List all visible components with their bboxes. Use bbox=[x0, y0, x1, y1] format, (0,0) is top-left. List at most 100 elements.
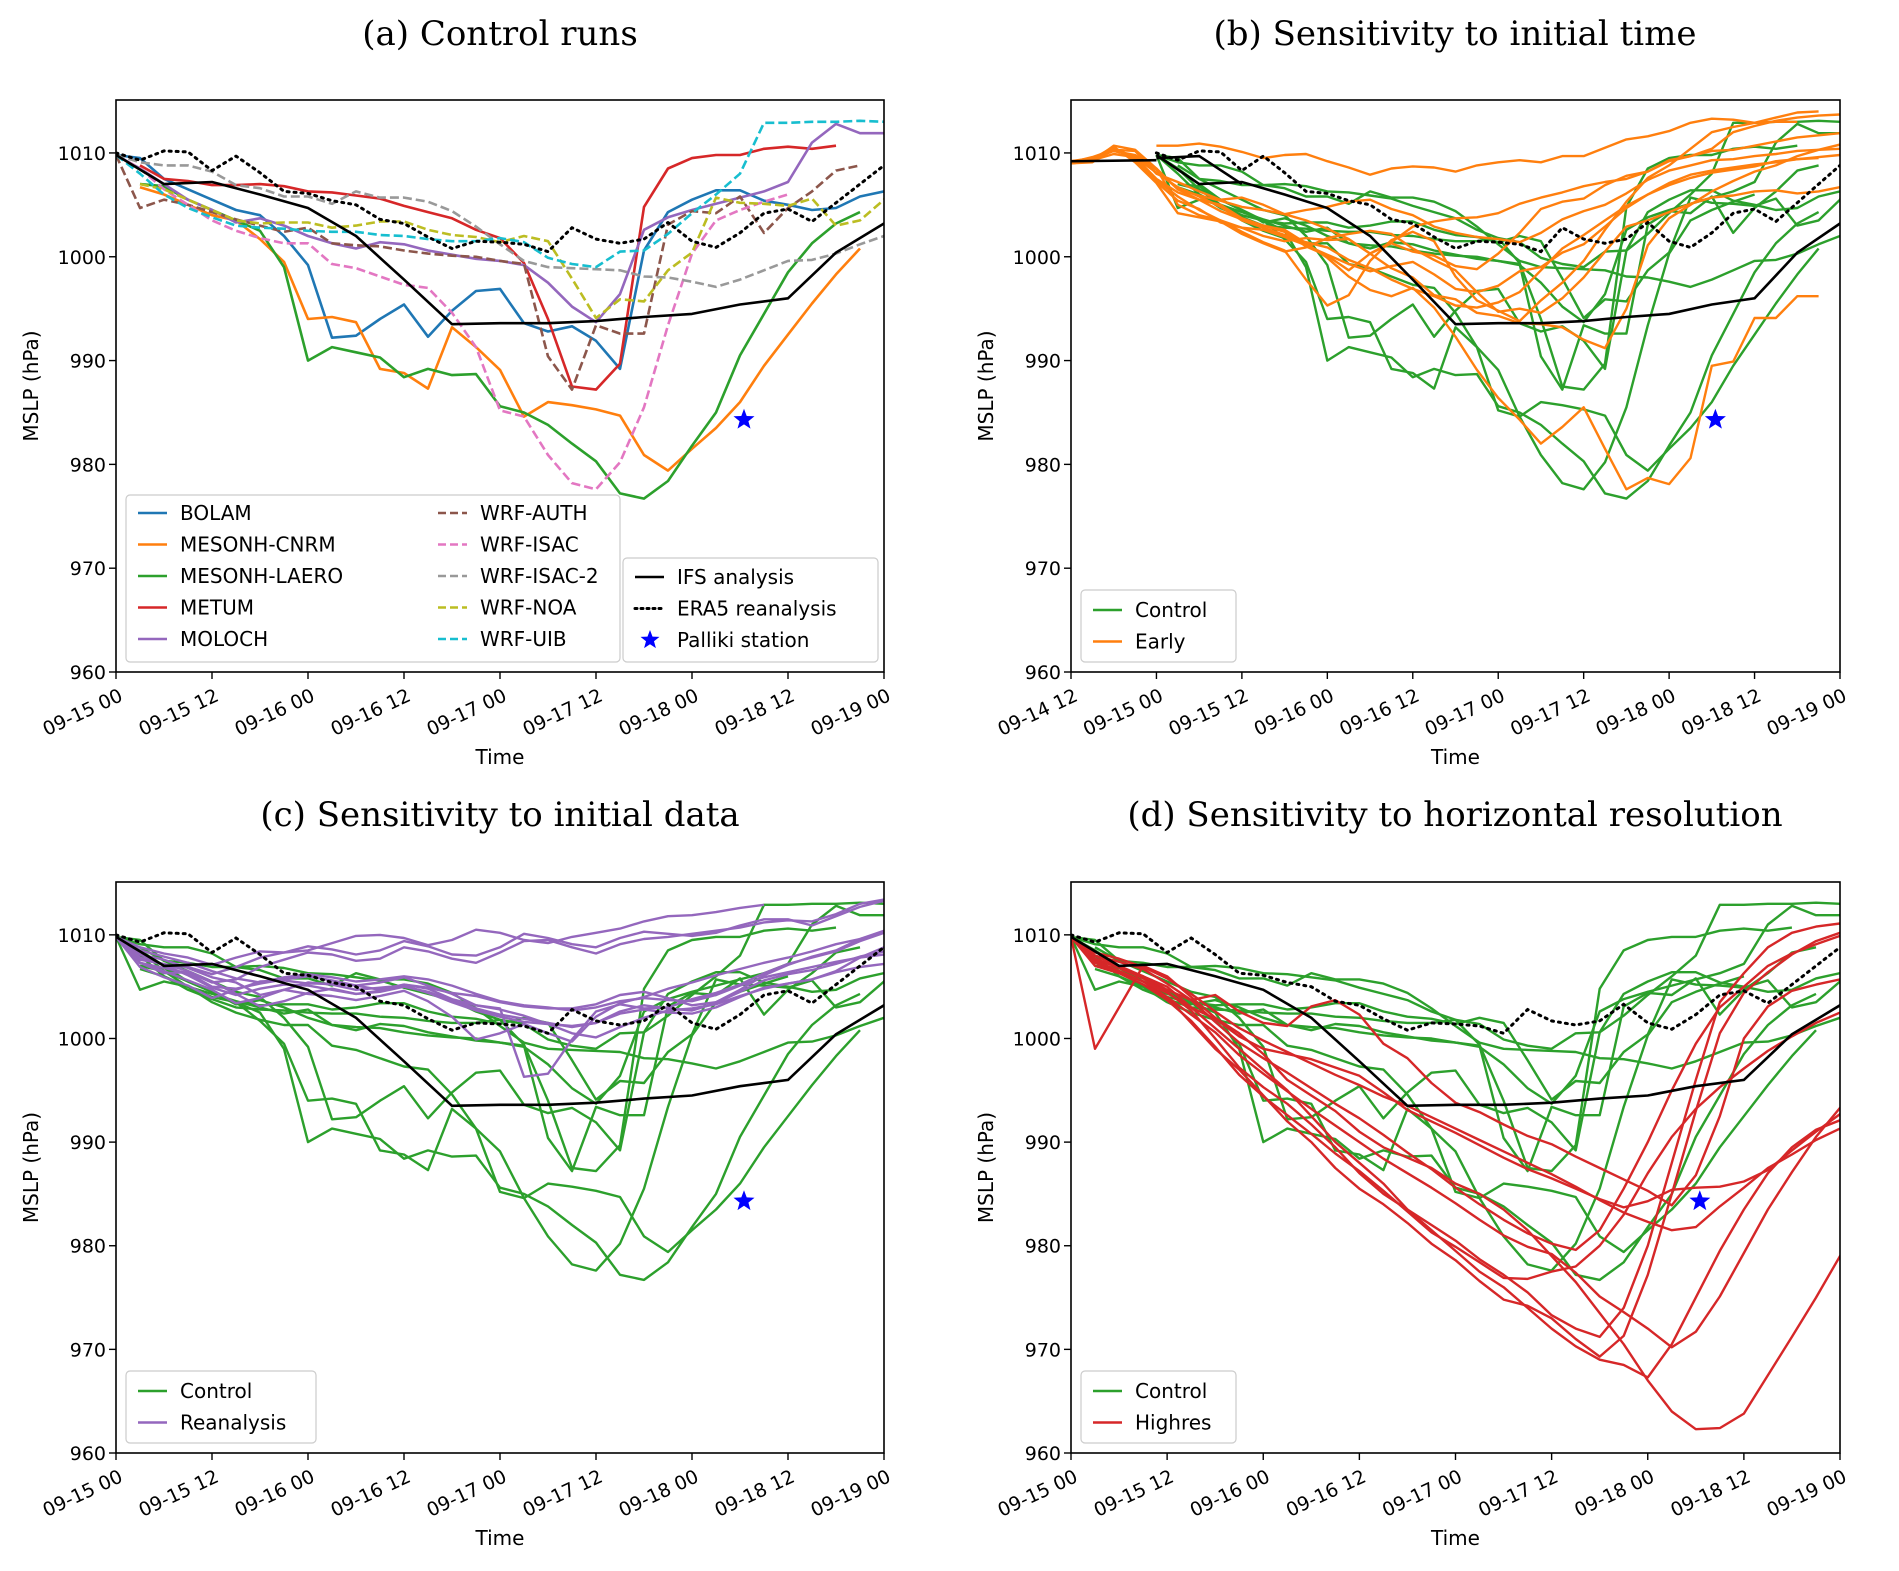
x-tick-label: 09-17 00 bbox=[423, 685, 510, 741]
y-tick-label: 1010 bbox=[58, 925, 106, 947]
legend-label: WRF-ISAC bbox=[480, 533, 579, 557]
y-tick-label: 980 bbox=[1025, 1236, 1061, 1258]
ensemble-line-reanalysis bbox=[116, 899, 884, 976]
y-tick-label: 960 bbox=[70, 662, 106, 684]
x-tick-label: 09-18 00 bbox=[1571, 1466, 1658, 1522]
legend-label: Palliki station bbox=[677, 628, 809, 652]
x-tick-label: 09-18 12 bbox=[711, 685, 798, 741]
ensemble-line-control bbox=[1094, 926, 1793, 1173]
legend-label: WRF-AUTH bbox=[480, 501, 588, 525]
ensemble-line-highres bbox=[1071, 931, 1840, 1358]
x-axis-label: Time bbox=[1430, 1526, 1480, 1550]
y-tick-label: 990 bbox=[1025, 351, 1061, 373]
ensemble-line-early bbox=[1071, 132, 1840, 255]
legend-label: Reanalysis bbox=[180, 1411, 286, 1435]
x-tick-label: 09-15 00 bbox=[39, 1466, 126, 1522]
y-tick-label: 1000 bbox=[58, 1028, 106, 1050]
station-marker-star bbox=[733, 408, 755, 429]
ensemble-line-control bbox=[116, 935, 884, 1070]
legend-label: WRF-ISAC-2 bbox=[480, 564, 599, 588]
y-tick-label: 1000 bbox=[58, 247, 106, 269]
reference-line-era5-reanalysis bbox=[1071, 931, 1840, 1035]
ensemble-line-reanalysis bbox=[116, 935, 884, 1012]
ensemble-line-highres bbox=[1071, 922, 1840, 1339]
x-tick-label: 09-17 12 bbox=[519, 685, 606, 741]
reference-line-ifs-prefix bbox=[1071, 158, 1157, 163]
x-axis-label: Time bbox=[475, 1526, 525, 1550]
x-tick-label: 09-16 00 bbox=[231, 685, 318, 741]
reference-line-ifs-analysis bbox=[116, 935, 884, 1108]
series-line-mesonh-laero bbox=[139, 182, 861, 500]
legend-frame bbox=[125, 494, 621, 663]
x-tick-label: 09-17 00 bbox=[1379, 1466, 1466, 1522]
x-tick-label: 09-16 00 bbox=[1187, 1466, 1274, 1522]
legend-label: Control bbox=[1135, 1379, 1207, 1403]
ensemble-line-control bbox=[1071, 935, 1840, 1152]
x-tick-label: 09-16 00 bbox=[1251, 685, 1338, 741]
legend-label: MOLOCH bbox=[180, 627, 268, 651]
panel-b: (b) Sensitivity to initial time 960 970 980… bbox=[974, 14, 1850, 769]
panel-title: (a) Control runs bbox=[362, 14, 638, 54]
series-line-bolam bbox=[116, 153, 884, 371]
ensemble-line-highres bbox=[1071, 935, 1840, 1232]
legend-label: MESONH-LAERO bbox=[180, 564, 343, 588]
legend: Control Early bbox=[1080, 589, 1237, 663]
y-tick-label: 990 bbox=[1025, 1132, 1061, 1154]
ensemble-line-reanalysis bbox=[116, 935, 884, 1029]
reference-line-ifs-join bbox=[1156, 154, 1243, 186]
legend-label: Highres bbox=[1135, 1411, 1211, 1435]
ensemble-line-control bbox=[116, 935, 789, 1272]
x-tick-label: 09-16 12 bbox=[327, 685, 414, 741]
series-line-wrf-noa bbox=[139, 182, 884, 320]
panel-a: (a) Control runs 960 970 980 990 1000 1010 MSLP… bbox=[19, 14, 894, 769]
x-tick-label: 09-16 12 bbox=[327, 1466, 414, 1522]
y-tick-label: 960 bbox=[70, 1443, 106, 1465]
x-axis-label: Time bbox=[475, 745, 525, 769]
legend-label: Early bbox=[1135, 630, 1186, 654]
series-line-mesonh-cnrm bbox=[139, 185, 861, 472]
panel-title: (c) Sensitivity to initial data bbox=[260, 795, 739, 835]
panel-title: (d) Sensitivity to horizontal resolution bbox=[1127, 795, 1782, 835]
legend-label: WRF-UIB bbox=[480, 627, 567, 651]
x-tick-label: 09-15 12 bbox=[1165, 685, 1252, 741]
legend-label: BOLAM bbox=[180, 501, 252, 525]
ensemble-line-early bbox=[1071, 152, 1819, 491]
y-tick-label: 990 bbox=[70, 351, 106, 373]
legend-frame bbox=[1080, 1370, 1237, 1444]
legend: Control Reanalysis bbox=[125, 1370, 317, 1444]
x-tick-label: 09-18 00 bbox=[615, 685, 702, 741]
x-tick-label: 09-18 12 bbox=[1667, 1466, 1754, 1522]
legend-label: WRF-NOA bbox=[480, 596, 577, 620]
legend-label: Control bbox=[1135, 598, 1207, 622]
x-tick-label: 09-18 12 bbox=[711, 1466, 798, 1522]
y-tick-label: 970 bbox=[1025, 558, 1061, 580]
legend-label: IFS analysis bbox=[677, 565, 794, 589]
y-axis-label: MSLP (hPa) bbox=[974, 330, 998, 441]
x-tick-label: 09-18 12 bbox=[1678, 685, 1765, 741]
x-tick-label: 09-15 12 bbox=[135, 685, 222, 741]
panel-c: (c) Sensitivity to initial data 960 970 980… bbox=[19, 795, 894, 1550]
ensemble-line-control bbox=[1156, 153, 1840, 289]
y-tick-label: 1010 bbox=[1013, 925, 1061, 947]
legend-label: ERA5 reanalysis bbox=[677, 597, 837, 621]
y-tick-label: 980 bbox=[70, 1236, 106, 1258]
ensemble-line-control bbox=[1177, 182, 1840, 320]
y-tick-label: 960 bbox=[1025, 1443, 1061, 1465]
ensemble-line-reanalysis bbox=[116, 898, 884, 984]
y-axis-label: MSLP (hPa) bbox=[19, 1112, 43, 1223]
x-tick-label: 09-17 00 bbox=[1422, 685, 1509, 741]
y-tick-label: 970 bbox=[70, 558, 106, 580]
station-marker-star bbox=[733, 1190, 755, 1211]
y-tick-label: 1000 bbox=[1013, 1028, 1061, 1050]
ensemble-line-control bbox=[139, 964, 861, 1282]
ensemble-line-highres bbox=[1071, 935, 1840, 1379]
y-tick-label: 970 bbox=[1025, 1339, 1061, 1361]
legend-label: Control bbox=[180, 1379, 252, 1403]
series-line-wrf-auth bbox=[116, 154, 861, 391]
legend-frame bbox=[125, 1370, 317, 1444]
reference-line-ifs-analysis bbox=[1071, 935, 1840, 1108]
y-tick-label: 970 bbox=[70, 1339, 106, 1361]
x-tick-label: 09-18 00 bbox=[615, 1466, 702, 1522]
legend-frame bbox=[1080, 589, 1237, 663]
